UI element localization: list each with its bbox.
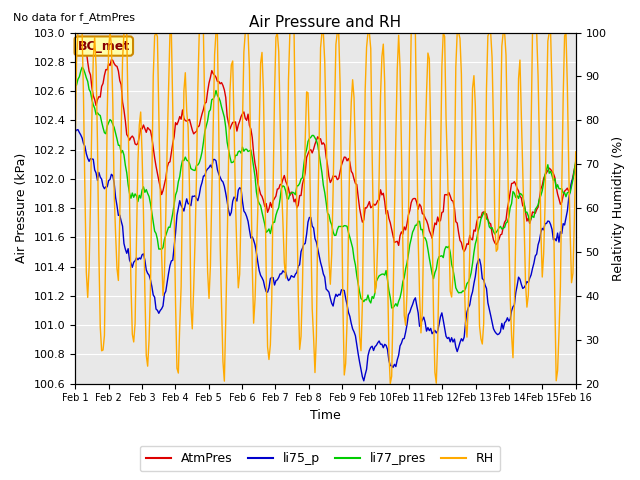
Y-axis label: Air Pressure (kPa): Air Pressure (kPa) — [15, 153, 28, 263]
Title: Air Pressure and RH: Air Pressure and RH — [250, 15, 401, 30]
Text: BC_met: BC_met — [77, 39, 130, 53]
Y-axis label: Relativity Humidity (%): Relativity Humidity (%) — [612, 135, 625, 281]
X-axis label: Time: Time — [310, 409, 341, 422]
Text: No data for f_AtmPres: No data for f_AtmPres — [13, 12, 135, 23]
Legend: AtmPres, li75_p, li77_pres, RH: AtmPres, li75_p, li77_pres, RH — [140, 446, 500, 471]
